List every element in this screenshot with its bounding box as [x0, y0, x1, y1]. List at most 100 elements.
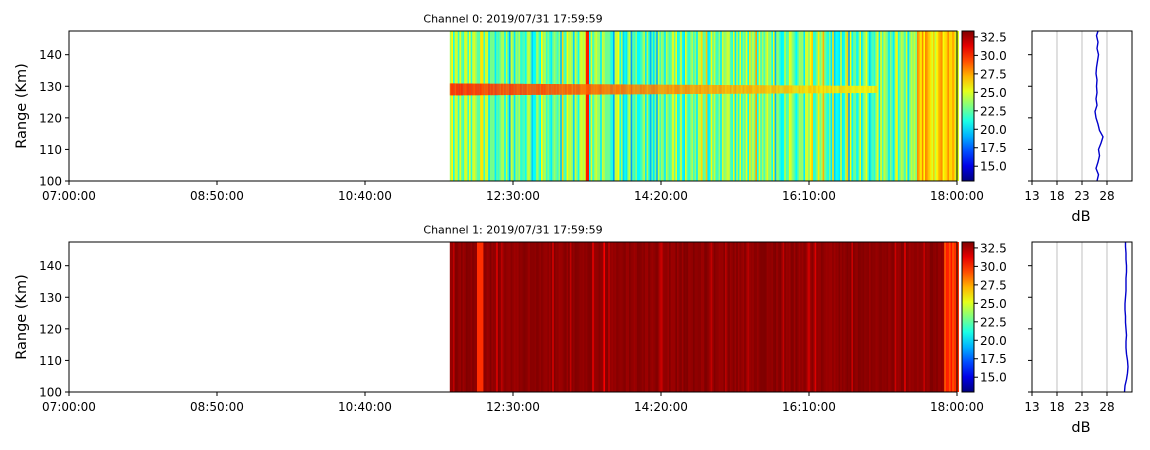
echo-band-segment — [600, 84, 603, 95]
heatmap-column — [677, 31, 679, 181]
heatmap-column — [462, 31, 465, 181]
heatmap-column — [579, 31, 582, 181]
heatmap-column — [817, 242, 820, 392]
heatmap-column — [678, 242, 681, 392]
echo-band-segment — [856, 85, 859, 93]
heatmap-column — [568, 31, 571, 181]
echo-band-segment — [616, 84, 619, 95]
echo-band-segment — [517, 83, 519, 95]
heatmap-column — [656, 31, 659, 181]
echo-band-segment — [533, 83, 535, 95]
heatmap-column — [510, 242, 513, 392]
x-tick-label: 08:50:00 — [190, 400, 244, 414]
heatmap-column — [905, 31, 908, 181]
heatmap-column — [893, 242, 895, 392]
echo-band-segment — [699, 84, 702, 94]
heatmap-column — [582, 242, 585, 392]
heatmap-column — [579, 242, 582, 392]
echo-band-segment — [483, 83, 486, 96]
heatmap-column — [749, 242, 751, 392]
heatmap-column — [797, 242, 799, 392]
heatmap-column — [453, 242, 455, 392]
colorbar-tick-label: 27.5 — [980, 67, 1007, 81]
echo-band-segment — [518, 83, 521, 95]
echo-band-segment — [717, 85, 719, 94]
heatmap-column — [489, 242, 492, 392]
echo-band-segment — [825, 85, 828, 94]
heatmap-column — [934, 242, 937, 392]
echo-band-segment — [728, 85, 731, 94]
heatmap-column — [875, 242, 878, 392]
echo-band-segment — [501, 83, 503, 96]
heatmap-column — [672, 242, 675, 392]
heatmap-column — [827, 242, 830, 392]
profile-x-tick-label: 18 — [1049, 189, 1064, 203]
echo-band-segment — [689, 84, 692, 94]
echo-band-segment — [670, 84, 673, 95]
heatmap-column — [731, 31, 734, 181]
heatmap-column — [528, 242, 531, 392]
heatmap-column — [792, 31, 795, 181]
echo-band-segment — [577, 84, 580, 95]
heatmap-column — [625, 242, 628, 392]
heatmap-column — [816, 242, 819, 392]
colorbar-tick-label: 20.0 — [980, 334, 1007, 348]
echo-band-segment — [853, 85, 855, 94]
heatmap-column — [645, 242, 647, 392]
y-tick-label: 130 — [39, 80, 62, 94]
heatmap-column — [557, 242, 559, 392]
echo-band-segment — [614, 84, 617, 95]
heatmap-column — [753, 31, 756, 181]
heatmap-column — [798, 31, 801, 181]
heatmap-column — [766, 242, 769, 392]
heatmap-column — [752, 242, 755, 392]
heatmap-column — [838, 31, 841, 181]
echo-band-segment — [806, 85, 809, 94]
heatmap-column — [645, 31, 647, 181]
heatmap-column — [933, 242, 935, 392]
heatmap-column — [941, 31, 943, 181]
echo-band-segment — [579, 84, 582, 95]
heatmap-column — [861, 31, 863, 181]
echo-band-segment — [713, 85, 716, 94]
heatmap-column — [782, 242, 785, 392]
x-tick-label: 07:00:00 — [42, 400, 96, 414]
heatmap-column — [571, 31, 574, 181]
echo-band-segment — [832, 85, 835, 94]
heatmap-column — [851, 31, 854, 181]
heatmap-column — [515, 31, 518, 181]
heatmap-column — [937, 242, 940, 392]
heatmap-column — [752, 31, 755, 181]
heatmap-column — [576, 31, 579, 181]
heatmap-column — [837, 242, 839, 392]
echo-band-segment — [472, 83, 475, 96]
heatmap-column — [825, 31, 828, 181]
heatmap-column — [677, 242, 679, 392]
heatmap-column — [886, 242, 889, 392]
heatmap-column — [699, 242, 702, 392]
echo-band-segment — [504, 83, 507, 96]
echo-band-segment — [649, 84, 652, 95]
echo-band-segment — [742, 85, 745, 94]
colorbar — [961, 241, 975, 393]
heatmap-column — [542, 242, 545, 392]
heatmap-column — [782, 31, 785, 181]
echo-band-segment — [704, 84, 707, 94]
heatmap-column — [894, 242, 897, 392]
heatmap-column — [481, 242, 484, 392]
heatmap-column — [568, 242, 571, 392]
heatmap-column — [830, 242, 833, 392]
heatmap-column — [761, 31, 764, 181]
heatmap-column — [803, 242, 806, 392]
heatmap-column — [493, 31, 495, 181]
heatmap-column — [662, 31, 665, 181]
heatmap-column — [705, 242, 708, 392]
heatmap-column — [894, 31, 897, 181]
heatmap-column — [856, 242, 859, 392]
colorbar-tick-label: 25.0 — [980, 297, 1007, 311]
heatmap-column — [515, 242, 518, 392]
heatmap-column — [654, 242, 657, 392]
heatmap-column — [693, 242, 695, 392]
heatmap-column — [849, 31, 852, 181]
